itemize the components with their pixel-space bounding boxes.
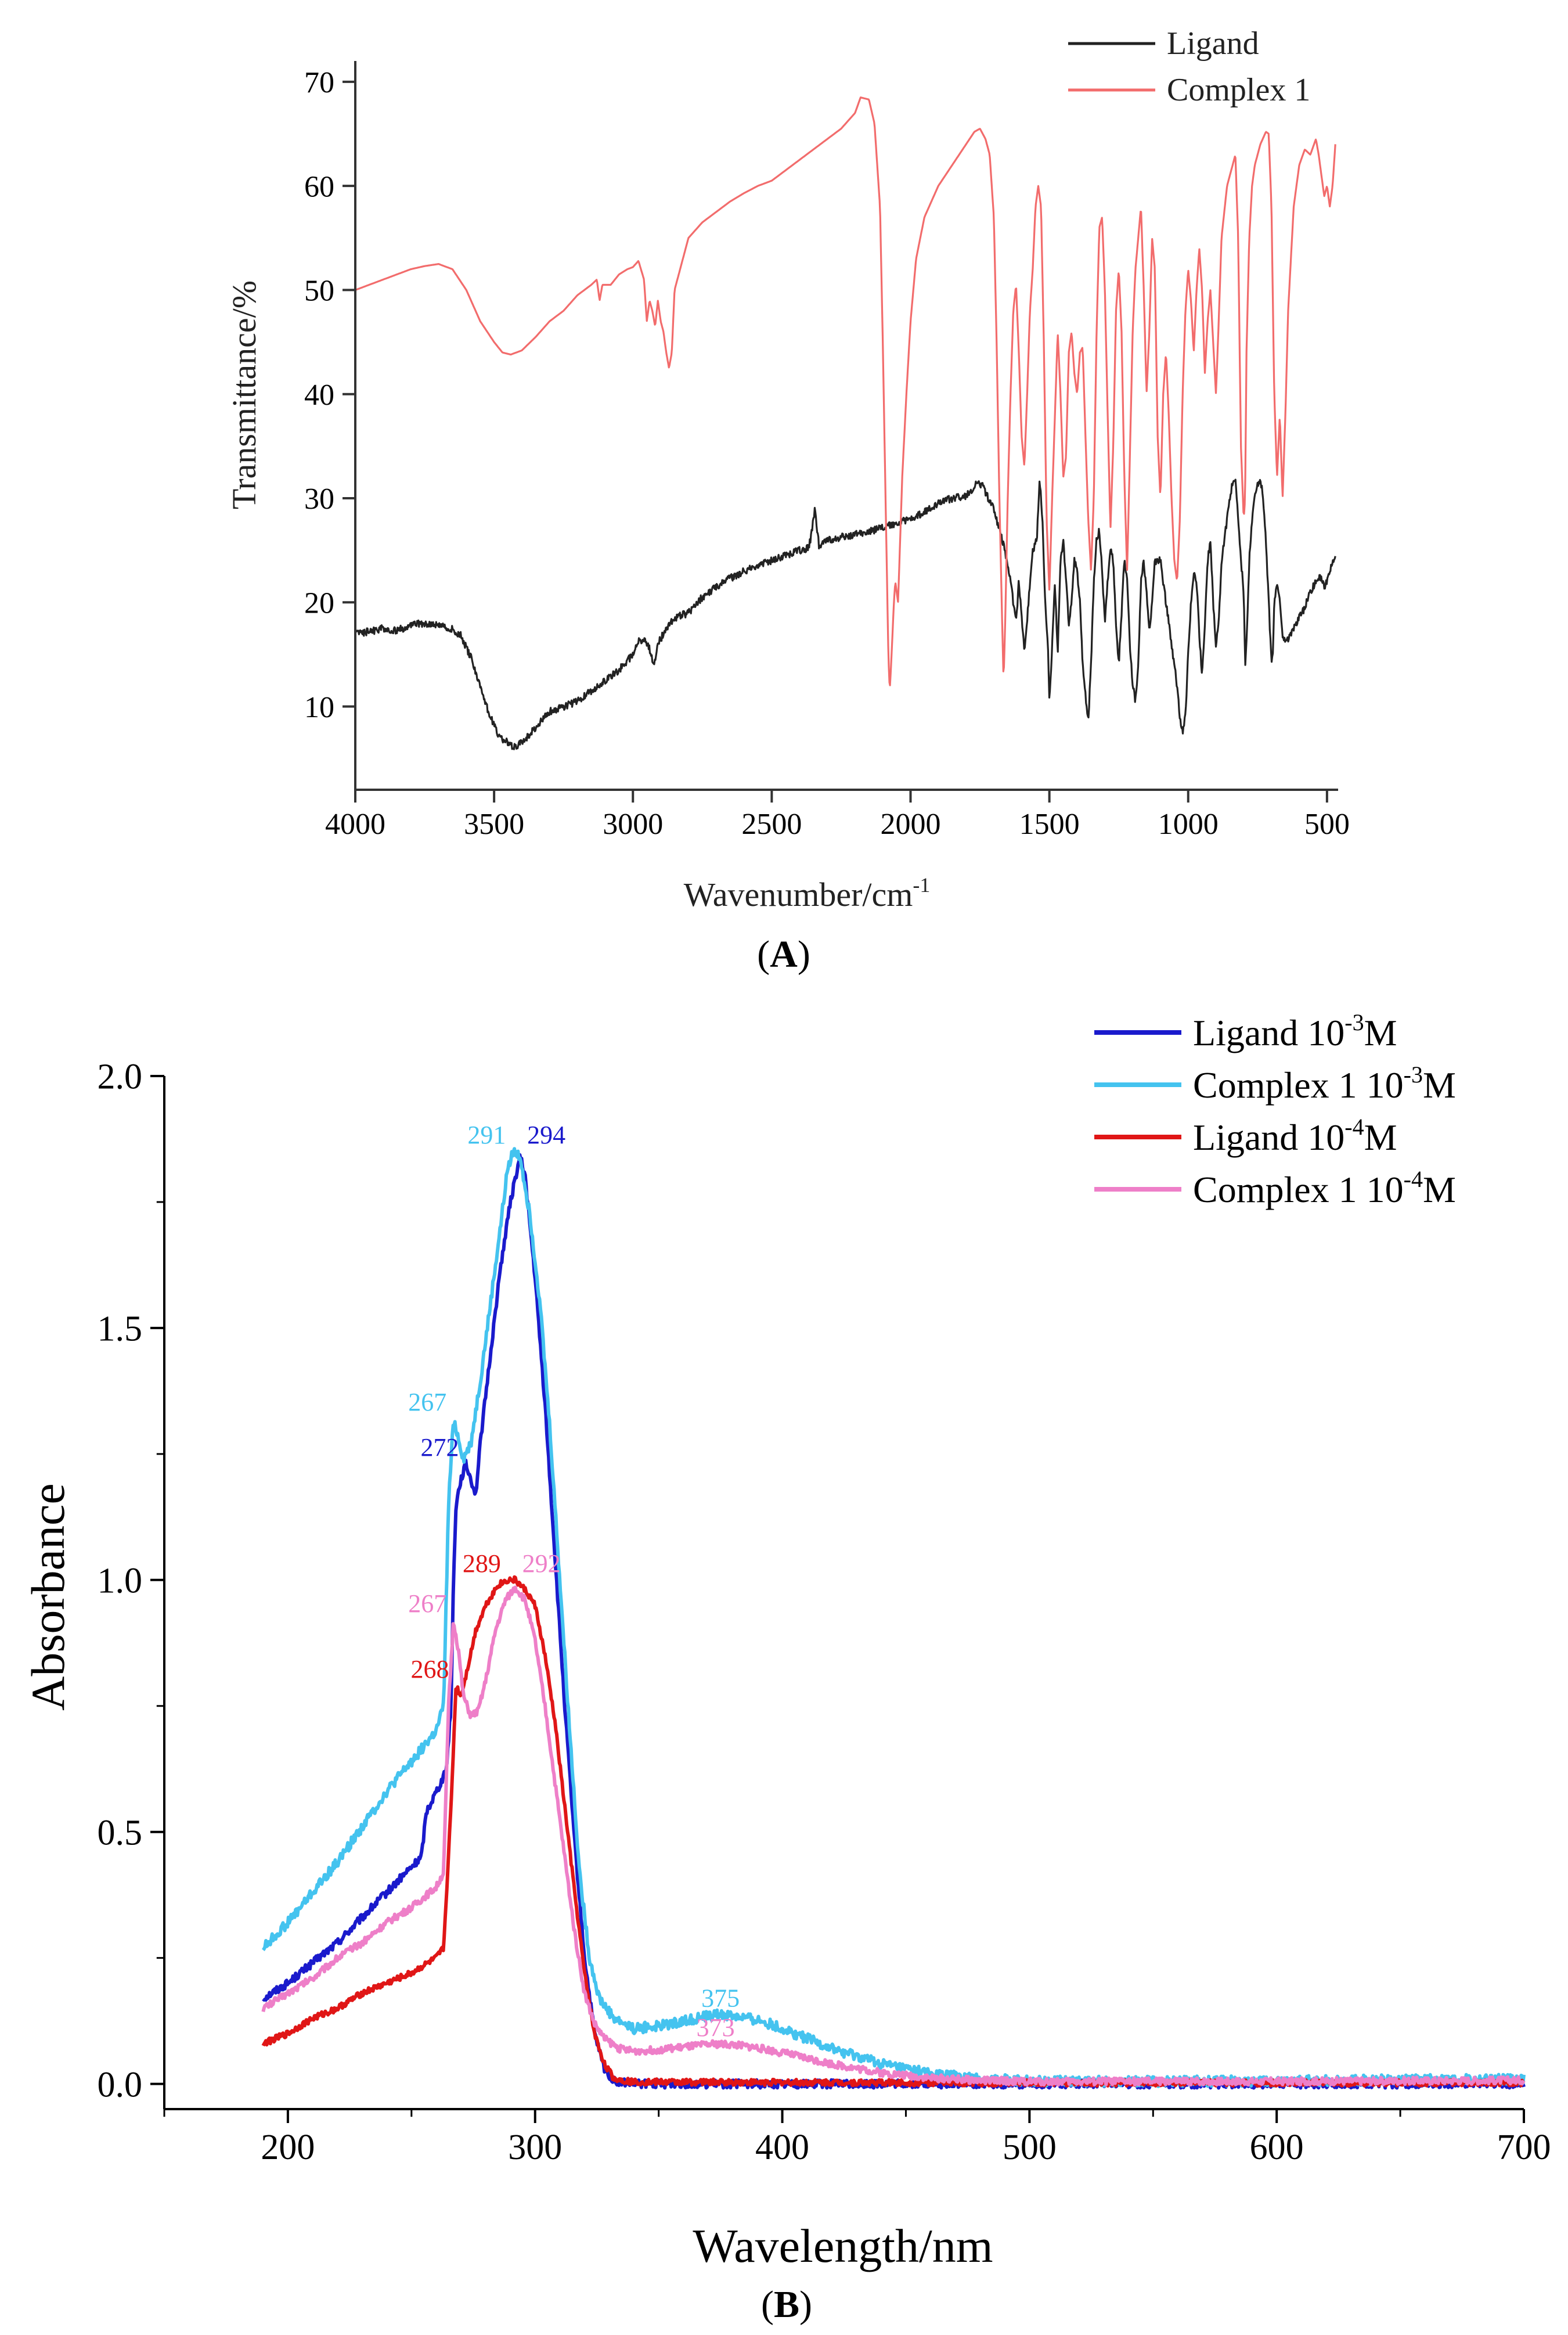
- series-line-2: [355, 96, 1336, 686]
- panel-b-series-group: [261, 1147, 1526, 2090]
- y-tick-label: 1.5: [98, 1309, 143, 1349]
- panel-b-caption-letter: B: [774, 2283, 799, 2326]
- x-tick-label: 500: [1304, 808, 1350, 841]
- panel-a-caption: (A): [757, 933, 810, 976]
- panel-b-caption: (B): [761, 2283, 812, 2326]
- x-tick-label: 400: [755, 2128, 809, 2167]
- y-tick-label: 20: [304, 587, 334, 620]
- peak-annotation: 294: [527, 1121, 565, 1149]
- panel-b-legend-label-3-sup: -4: [1344, 1114, 1364, 1140]
- panel-a-series-group: [354, 96, 1336, 750]
- x-tick-label: 300: [508, 2128, 562, 2167]
- x-tick-label: 600: [1250, 2128, 1304, 2167]
- panel-a-y-axis-label: Transmittance/%: [225, 280, 263, 509]
- y-tick-label: 0.0: [98, 2065, 143, 2104]
- panel-b-legend-label-3-unit: M: [1364, 1117, 1397, 1158]
- panel-b-legend-label-3-main: Ligand 10: [1193, 1117, 1344, 1158]
- series-line-1: [354, 478, 1336, 750]
- panel-b-legend-label-2-sup: -3: [1404, 1062, 1423, 1088]
- y-tick-label: 60: [304, 170, 334, 203]
- peak-annotation: 268: [410, 1655, 449, 1683]
- panel-b-legend-label-2: Complex 1 10-3M: [1193, 1062, 1456, 1106]
- panel-b-legend-label-1-sup: -3: [1344, 1009, 1364, 1035]
- panel-a-caption-letter: A: [770, 933, 798, 976]
- panel-b-legend-label-3: Ligand 10-4M: [1193, 1114, 1397, 1158]
- panel-a-legend-label-ligand: Ligand: [1167, 26, 1259, 62]
- panel-b-legend-label-1-main: Ligand 10: [1193, 1012, 1344, 1053]
- panel-a-legend-label-complex: Complex 1: [1167, 72, 1310, 108]
- peak-annotation: 267: [408, 1589, 446, 1618]
- y-tick-label: 10: [304, 691, 334, 724]
- panel-b-legend-label-4-sup: -4: [1404, 1166, 1423, 1192]
- y-tick-label: 1.0: [98, 1562, 143, 1601]
- x-tick-label: 3500: [464, 808, 524, 841]
- x-tick-label: 1500: [1019, 808, 1080, 841]
- panel-b-x-ticks: 200 300 400 500 600 700: [163, 2109, 1551, 2167]
- x-tick-label: 2500: [741, 808, 802, 841]
- panel-b-legend-label-4-unit: M: [1423, 1169, 1456, 1210]
- y-tick-label: 30: [304, 483, 334, 516]
- x-tick-label: 4000: [325, 808, 385, 841]
- panel-a-y-ticks: 10 20 30 40 50 60 70: [304, 66, 355, 724]
- panel-a-x-ticks: 4000 3500 3000 2500 2000 1500 1000 500: [325, 790, 1350, 841]
- panel-b-legend-label-2-main: Complex 1 10: [1193, 1064, 1404, 1106]
- x-tick-label: 2000: [880, 808, 940, 841]
- panel-a-x-axis-label-sup: -1: [913, 873, 930, 897]
- x-tick-label: 500: [1003, 2128, 1057, 2167]
- panel-a-legend: Ligand Complex 1: [1068, 26, 1310, 108]
- peak-annotation: 292: [522, 1549, 561, 1578]
- panel-a-ir-spectrum: 4000 3500 3000 2500 2000 1500 1000 500 10 20 30 40…: [225, 26, 1350, 976]
- peak-annotation: 289: [463, 1549, 501, 1578]
- x-tick-label: 3000: [603, 808, 663, 841]
- peak-annotation: 375: [701, 1984, 740, 2013]
- panel-b-legend: Ligand 10-3M Complex 1 10-3M Ligand 10-4…: [1094, 1009, 1456, 1210]
- peak-annotation: 291: [467, 1121, 506, 1149]
- panel-a-x-axis-label: Wavenumber/cm-1: [684, 873, 931, 913]
- x-tick-label: 700: [1497, 2128, 1551, 2167]
- panel-b-legend-label-1-unit: M: [1364, 1012, 1397, 1053]
- y-tick-label: 40: [304, 379, 334, 412]
- y-tick-label: 2.0: [98, 1057, 143, 1097]
- y-tick-label: 70: [304, 66, 334, 99]
- x-tick-label: 1000: [1158, 808, 1219, 841]
- panel-b-y-axis-label: Absorbance: [21, 1483, 74, 1711]
- panel-b-y-ticks: 0.0 0.5 1.0 1.5 2.0: [98, 1057, 164, 2104]
- panel-b-legend-label-4-main: Complex 1 10: [1193, 1169, 1404, 1210]
- y-tick-label: 0.5: [98, 1813, 143, 1852]
- x-tick-label: 200: [261, 2128, 315, 2167]
- peak-annotation: 267: [408, 1388, 446, 1416]
- panel-a-x-axis-label-main: Wavenumber/cm: [684, 876, 913, 913]
- y-tick-label: 50: [304, 275, 334, 308]
- panel-b-legend-label-2-unit: M: [1423, 1064, 1456, 1106]
- panel-b-x-axis-label: Wavelength/nm: [693, 2219, 993, 2272]
- panel-b-legend-label-4: Complex 1 10-4M: [1193, 1166, 1456, 1210]
- series-line-4: [261, 1585, 1526, 2087]
- panel-b-legend-label-1: Ligand 10-3M: [1193, 1009, 1397, 1053]
- peak-annotation: 272: [420, 1433, 459, 1462]
- peak-annotation: 373: [697, 2013, 735, 2042]
